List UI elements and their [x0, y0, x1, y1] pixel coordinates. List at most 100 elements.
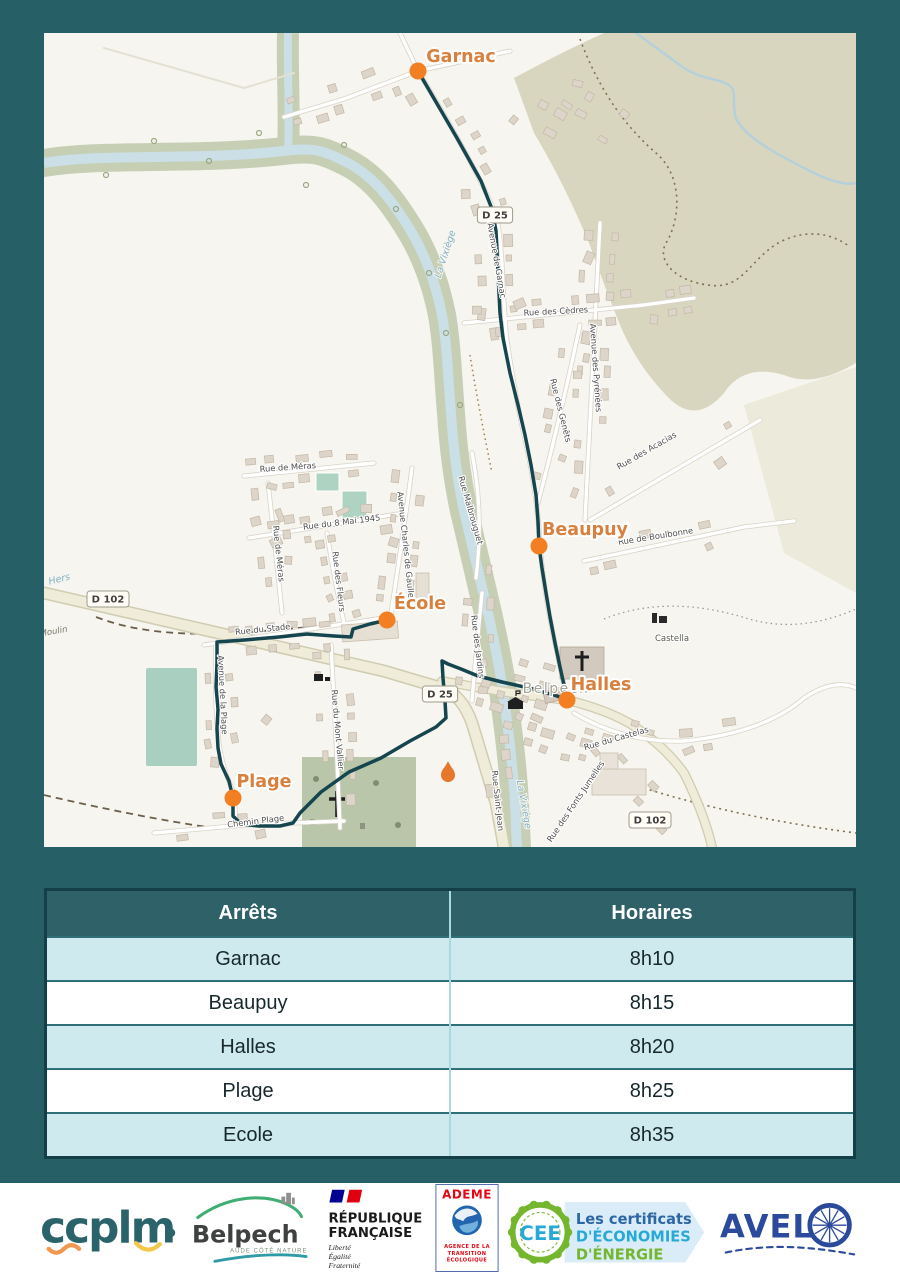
table-row: Beaupuy 8h15 — [45, 980, 855, 1025]
road-shield: D 25 — [421, 685, 459, 703]
route-stop: Plage — [224, 770, 294, 807]
time-cell: 8h10 — [449, 936, 855, 981]
time-cell: 8h25 — [449, 1068, 855, 1113]
republique-francaise-logo: RÉPUBLIQUE FRANÇAISE Liberté Égalité Fra… — [328, 1189, 423, 1270]
french-flag-icon — [329, 1189, 363, 1203]
route-path — [214, 69, 569, 828]
belpech-subtitle: AUDE CÔTÉ NATURE — [230, 1248, 307, 1255]
route-stop: Beaupuy — [530, 518, 631, 555]
ademe-logo: ADEME AGENCE DE LA TRANSITION ÉCOLOGIQUE — [435, 1184, 499, 1272]
school-icon — [314, 674, 330, 681]
avelo-road-icon — [724, 1245, 856, 1256]
motto-egalite: Égalité — [328, 1251, 352, 1261]
poi-label: Castella — [655, 634, 689, 644]
road-shield: D 25 — [476, 206, 514, 224]
cee-banner — [564, 1201, 705, 1262]
ademe-subtitle-3: ÉCOLOGIQUE — [447, 1255, 488, 1263]
stop-label: École — [394, 592, 446, 614]
cemetery — [302, 757, 416, 847]
route-map: D 25 D 25 D 102 D 102 Avenue de Garnac Avenu… — [44, 33, 856, 847]
trees — [102, 129, 464, 409]
stop-marker — [378, 611, 396, 629]
ademe-subtitle-2: TRANSITION — [447, 1251, 486, 1257]
svg-text:D 25: D 25 — [427, 690, 453, 701]
svg-text:D 102: D 102 — [634, 816, 667, 827]
footer-logo-bar: ccplm Belpech AUDE CÔTÉ NATURE RÉPUBLIQU… — [0, 1183, 900, 1273]
stop-label: Plage — [236, 772, 291, 792]
stop-label: Halles — [571, 675, 632, 695]
stop-cell: Ecole — [45, 1112, 450, 1158]
cee-badge-text: CEE — [520, 1221, 562, 1244]
ademe-title: ADEME — [442, 1187, 492, 1201]
belpech-castle-icon — [281, 1192, 295, 1205]
avelo-text: AVEL — [720, 1207, 814, 1245]
stop-cell: Garnac — [45, 936, 450, 981]
time-cell: 8h20 — [449, 1024, 855, 1069]
sports-field — [146, 668, 197, 766]
stop-cell: Plage — [45, 1068, 450, 1113]
table-row: Plage 8h25 — [45, 1068, 855, 1113]
motto-fraternite: Fraternité — [328, 1261, 361, 1270]
route-stops: Garnac Beaupuy Halles Plage École — [224, 45, 633, 807]
field-area — [744, 367, 856, 593]
route-stop: École — [378, 590, 448, 629]
route-stop: Halles — [558, 673, 633, 709]
time-cell: 8h35 — [449, 1112, 855, 1158]
tennis-court — [315, 472, 340, 492]
stop-marker — [409, 62, 427, 80]
belpech-hill-icon — [195, 1196, 303, 1220]
cee-line-3: D'ÉNERGIE — [576, 1246, 663, 1263]
route-stop: Garnac — [409, 45, 498, 80]
cee-logo: CEE Les certificats D'ÉCONOMIES D'ÉNERGI… — [508, 1200, 705, 1264]
belpech-title: Belpech — [192, 1220, 299, 1248]
avelo-wheel-icon — [807, 1202, 852, 1248]
road-shields: D 25 D 25 D 102 D 102 — [86, 206, 672, 829]
ccplm-dot-icon — [167, 1228, 176, 1237]
svg-text:D 25: D 25 — [482, 211, 508, 222]
stop-label: Garnac — [426, 47, 495, 67]
river — [44, 33, 531, 847]
town-hall-icon — [507, 690, 524, 709]
church-cross-icon — [575, 651, 589, 671]
table-row: Ecole 8h35 — [45, 1112, 855, 1158]
timetable-header-row: Arrêts Horaires — [45, 888, 855, 937]
time-cell: 8h15 — [449, 980, 855, 1025]
ademe-subtitle-1: AGENCE DE LA — [444, 1244, 490, 1250]
globe-icon — [451, 1205, 482, 1236]
republique-line2: FRANÇAISE — [329, 1226, 413, 1241]
stop-marker — [530, 537, 548, 555]
stop-cell: Beaupuy — [45, 980, 450, 1025]
cee-line-2: D'ÉCONOMIES — [576, 1228, 691, 1245]
stream — [635, 33, 856, 185]
avelo-logo: AVEL — [720, 1202, 856, 1256]
street-label: Rue des Cèdres — [523, 304, 588, 317]
timetable: Arrêts Horaires Garnac 8h10 Beaupuy 8h15… — [44, 888, 856, 1159]
road-shield: D 102 — [86, 590, 130, 608]
cee-badge-icon: CEE — [508, 1200, 573, 1264]
column-header-times: Horaires — [449, 888, 855, 937]
belpech-logo: Belpech AUDE CÔTÉ NATURE — [192, 1192, 308, 1263]
forest-area — [514, 33, 856, 411]
table-row: Garnac 8h10 — [45, 936, 855, 981]
castle-icon — [652, 613, 667, 623]
road-shield: D 102 — [628, 811, 672, 829]
ccplm-text: ccplm — [40, 1202, 174, 1253]
ccplm-smile-icon — [133, 1241, 162, 1252]
stop-cell: Halles — [45, 1024, 450, 1069]
ccplm-wave-icon — [46, 1242, 82, 1255]
motto-liberte: Liberté — [328, 1243, 352, 1252]
svg-text:D 102: D 102 — [92, 595, 125, 606]
republique-line1: RÉPUBLIQUE — [329, 1210, 423, 1227]
cee-line-1: Les certificats — [576, 1210, 692, 1227]
table-row: Halles 8h20 — [45, 1024, 855, 1069]
stop-marker — [558, 691, 576, 709]
ccplm-logo: ccplm — [40, 1202, 176, 1255]
flame-icon — [441, 761, 455, 782]
route-line — [214, 69, 569, 828]
column-header-stops: Arrêts — [45, 888, 450, 937]
belpech-underline-icon — [213, 1253, 308, 1263]
stop-marker — [224, 789, 242, 807]
stop-label: Beaupuy — [542, 520, 628, 540]
